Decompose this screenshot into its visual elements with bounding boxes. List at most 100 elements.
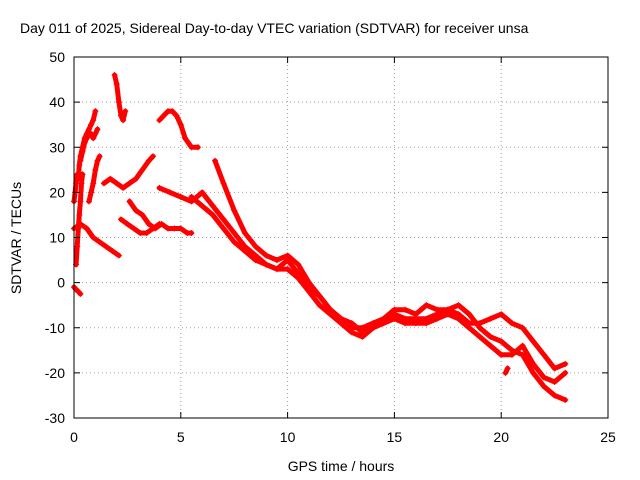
data-point bbox=[111, 72, 118, 79]
data-point bbox=[540, 351, 547, 358]
data-point bbox=[182, 135, 189, 142]
y-tick-label: 50 bbox=[49, 49, 65, 65]
data-point bbox=[137, 229, 144, 236]
data-point bbox=[143, 229, 150, 236]
data-point bbox=[338, 315, 344, 322]
data-point bbox=[124, 220, 131, 227]
data-point bbox=[100, 180, 107, 187]
data-point bbox=[455, 302, 462, 309]
data-point bbox=[96, 153, 103, 160]
data-point bbox=[79, 171, 86, 178]
data-point bbox=[530, 338, 537, 345]
data-point bbox=[551, 392, 558, 399]
data-point bbox=[132, 207, 139, 214]
data-point bbox=[96, 239, 103, 246]
data-point bbox=[551, 378, 558, 385]
data-point bbox=[476, 320, 483, 327]
data-point bbox=[90, 135, 97, 142]
data-point bbox=[85, 198, 92, 205]
data-point bbox=[284, 252, 291, 259]
data-point bbox=[188, 144, 195, 151]
data-point bbox=[150, 153, 157, 160]
data-point bbox=[164, 225, 171, 232]
data-point bbox=[81, 139, 88, 146]
data-point bbox=[79, 148, 86, 155]
series-arc-main-c bbox=[212, 158, 568, 371]
data-point bbox=[90, 117, 97, 124]
series-arc-main-b bbox=[189, 194, 568, 385]
data-point bbox=[122, 108, 129, 115]
data-point bbox=[92, 108, 99, 115]
x-tick-label: 15 bbox=[387, 429, 403, 445]
data-point bbox=[90, 234, 97, 241]
data-point bbox=[92, 166, 99, 173]
data-point bbox=[359, 329, 366, 336]
data-point bbox=[120, 117, 127, 124]
data-point bbox=[92, 130, 99, 137]
data-point bbox=[152, 225, 159, 232]
data-point bbox=[476, 333, 483, 340]
data-point bbox=[220, 180, 227, 187]
data-point bbox=[434, 306, 441, 313]
data-point bbox=[209, 211, 216, 218]
data-point bbox=[115, 99, 122, 106]
data-point bbox=[519, 324, 526, 331]
data-point bbox=[145, 157, 152, 164]
data-point bbox=[498, 311, 505, 318]
data-point bbox=[77, 220, 84, 227]
data-point bbox=[158, 220, 165, 227]
data-point bbox=[316, 302, 323, 309]
data-point bbox=[120, 184, 127, 191]
data-point bbox=[231, 207, 238, 214]
series-arc-main-a bbox=[156, 185, 568, 403]
data-point bbox=[562, 396, 569, 403]
data-point bbox=[74, 171, 81, 178]
data-point bbox=[109, 248, 116, 255]
data-point bbox=[117, 112, 124, 119]
data-point bbox=[391, 315, 398, 322]
y-tick-label: 40 bbox=[49, 94, 65, 110]
x-axis-label: GPS time / hours bbox=[288, 458, 395, 474]
data-point bbox=[540, 374, 547, 381]
data-point bbox=[508, 351, 515, 358]
data-point bbox=[220, 225, 227, 232]
data-point bbox=[132, 175, 139, 182]
data-point bbox=[273, 257, 280, 264]
data-point bbox=[76, 162, 83, 169]
data-point bbox=[348, 329, 355, 336]
data-point bbox=[88, 189, 95, 196]
series-arc-neg bbox=[71, 284, 83, 297]
data-point bbox=[113, 81, 120, 88]
data-point bbox=[126, 198, 133, 205]
data-point bbox=[508, 320, 515, 327]
data-point bbox=[103, 243, 110, 250]
data-point bbox=[74, 243, 81, 250]
data-point bbox=[551, 365, 558, 372]
data-point bbox=[139, 166, 146, 173]
data-point bbox=[177, 121, 184, 128]
data-point bbox=[78, 180, 85, 187]
data-point bbox=[316, 293, 323, 300]
data-point bbox=[194, 144, 201, 151]
data-point bbox=[117, 216, 124, 223]
data-point bbox=[209, 202, 216, 209]
data-point bbox=[231, 239, 238, 246]
data-point bbox=[241, 229, 248, 236]
data-point bbox=[263, 261, 270, 268]
data-point bbox=[139, 211, 146, 218]
data-point bbox=[88, 121, 95, 128]
data-point bbox=[252, 243, 259, 250]
data-point bbox=[402, 306, 409, 313]
data-point bbox=[94, 157, 101, 164]
data-point bbox=[167, 189, 174, 196]
data-point bbox=[498, 351, 505, 358]
data-point bbox=[171, 225, 178, 232]
chart-title: Day 011 of 2025, Sidereal Day-to-day VTE… bbox=[20, 20, 529, 36]
data-point bbox=[83, 135, 90, 142]
data-point bbox=[540, 383, 547, 390]
y-tick-label: 10 bbox=[49, 230, 65, 246]
y-tick-label: 20 bbox=[49, 184, 65, 200]
marks-layer bbox=[71, 72, 569, 403]
series-arc-peak-2 bbox=[112, 72, 128, 123]
data-point bbox=[284, 266, 291, 273]
